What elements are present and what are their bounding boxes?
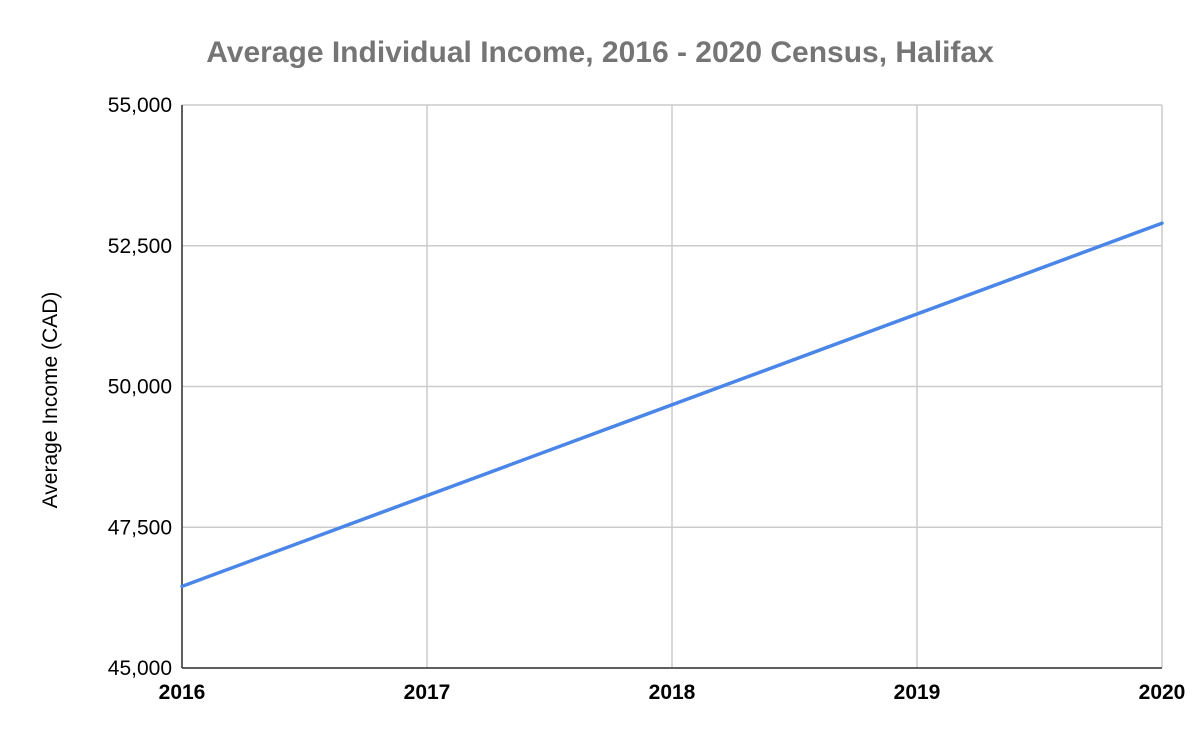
y-axis-label: Average Income (CAD) [39,292,62,509]
y-tick-label: 55,000 [108,94,172,117]
y-tick-label: 45,000 [108,657,172,680]
x-tick-label: 2016 [159,681,206,704]
gridlines [181,104,1163,669]
chart-title: Average Individual Income, 2016 - 2020 C… [206,36,994,69]
y-tick-label: 52,500 [108,235,172,258]
series-lines [180,221,1164,589]
x-tick-label: 2020 [1139,681,1186,704]
x-tick-label: 2019 [894,681,941,704]
x-tick-label: 2018 [649,681,696,704]
x-tick-label: 2017 [404,681,451,704]
y-tick-label: 47,500 [108,516,172,539]
tick-labels: 45,000 47,500 50,000 52,500 55,000 2016 2017 20… [108,94,1186,704]
series-line [180,221,1164,589]
y-tick-label: 50,000 [108,376,172,399]
